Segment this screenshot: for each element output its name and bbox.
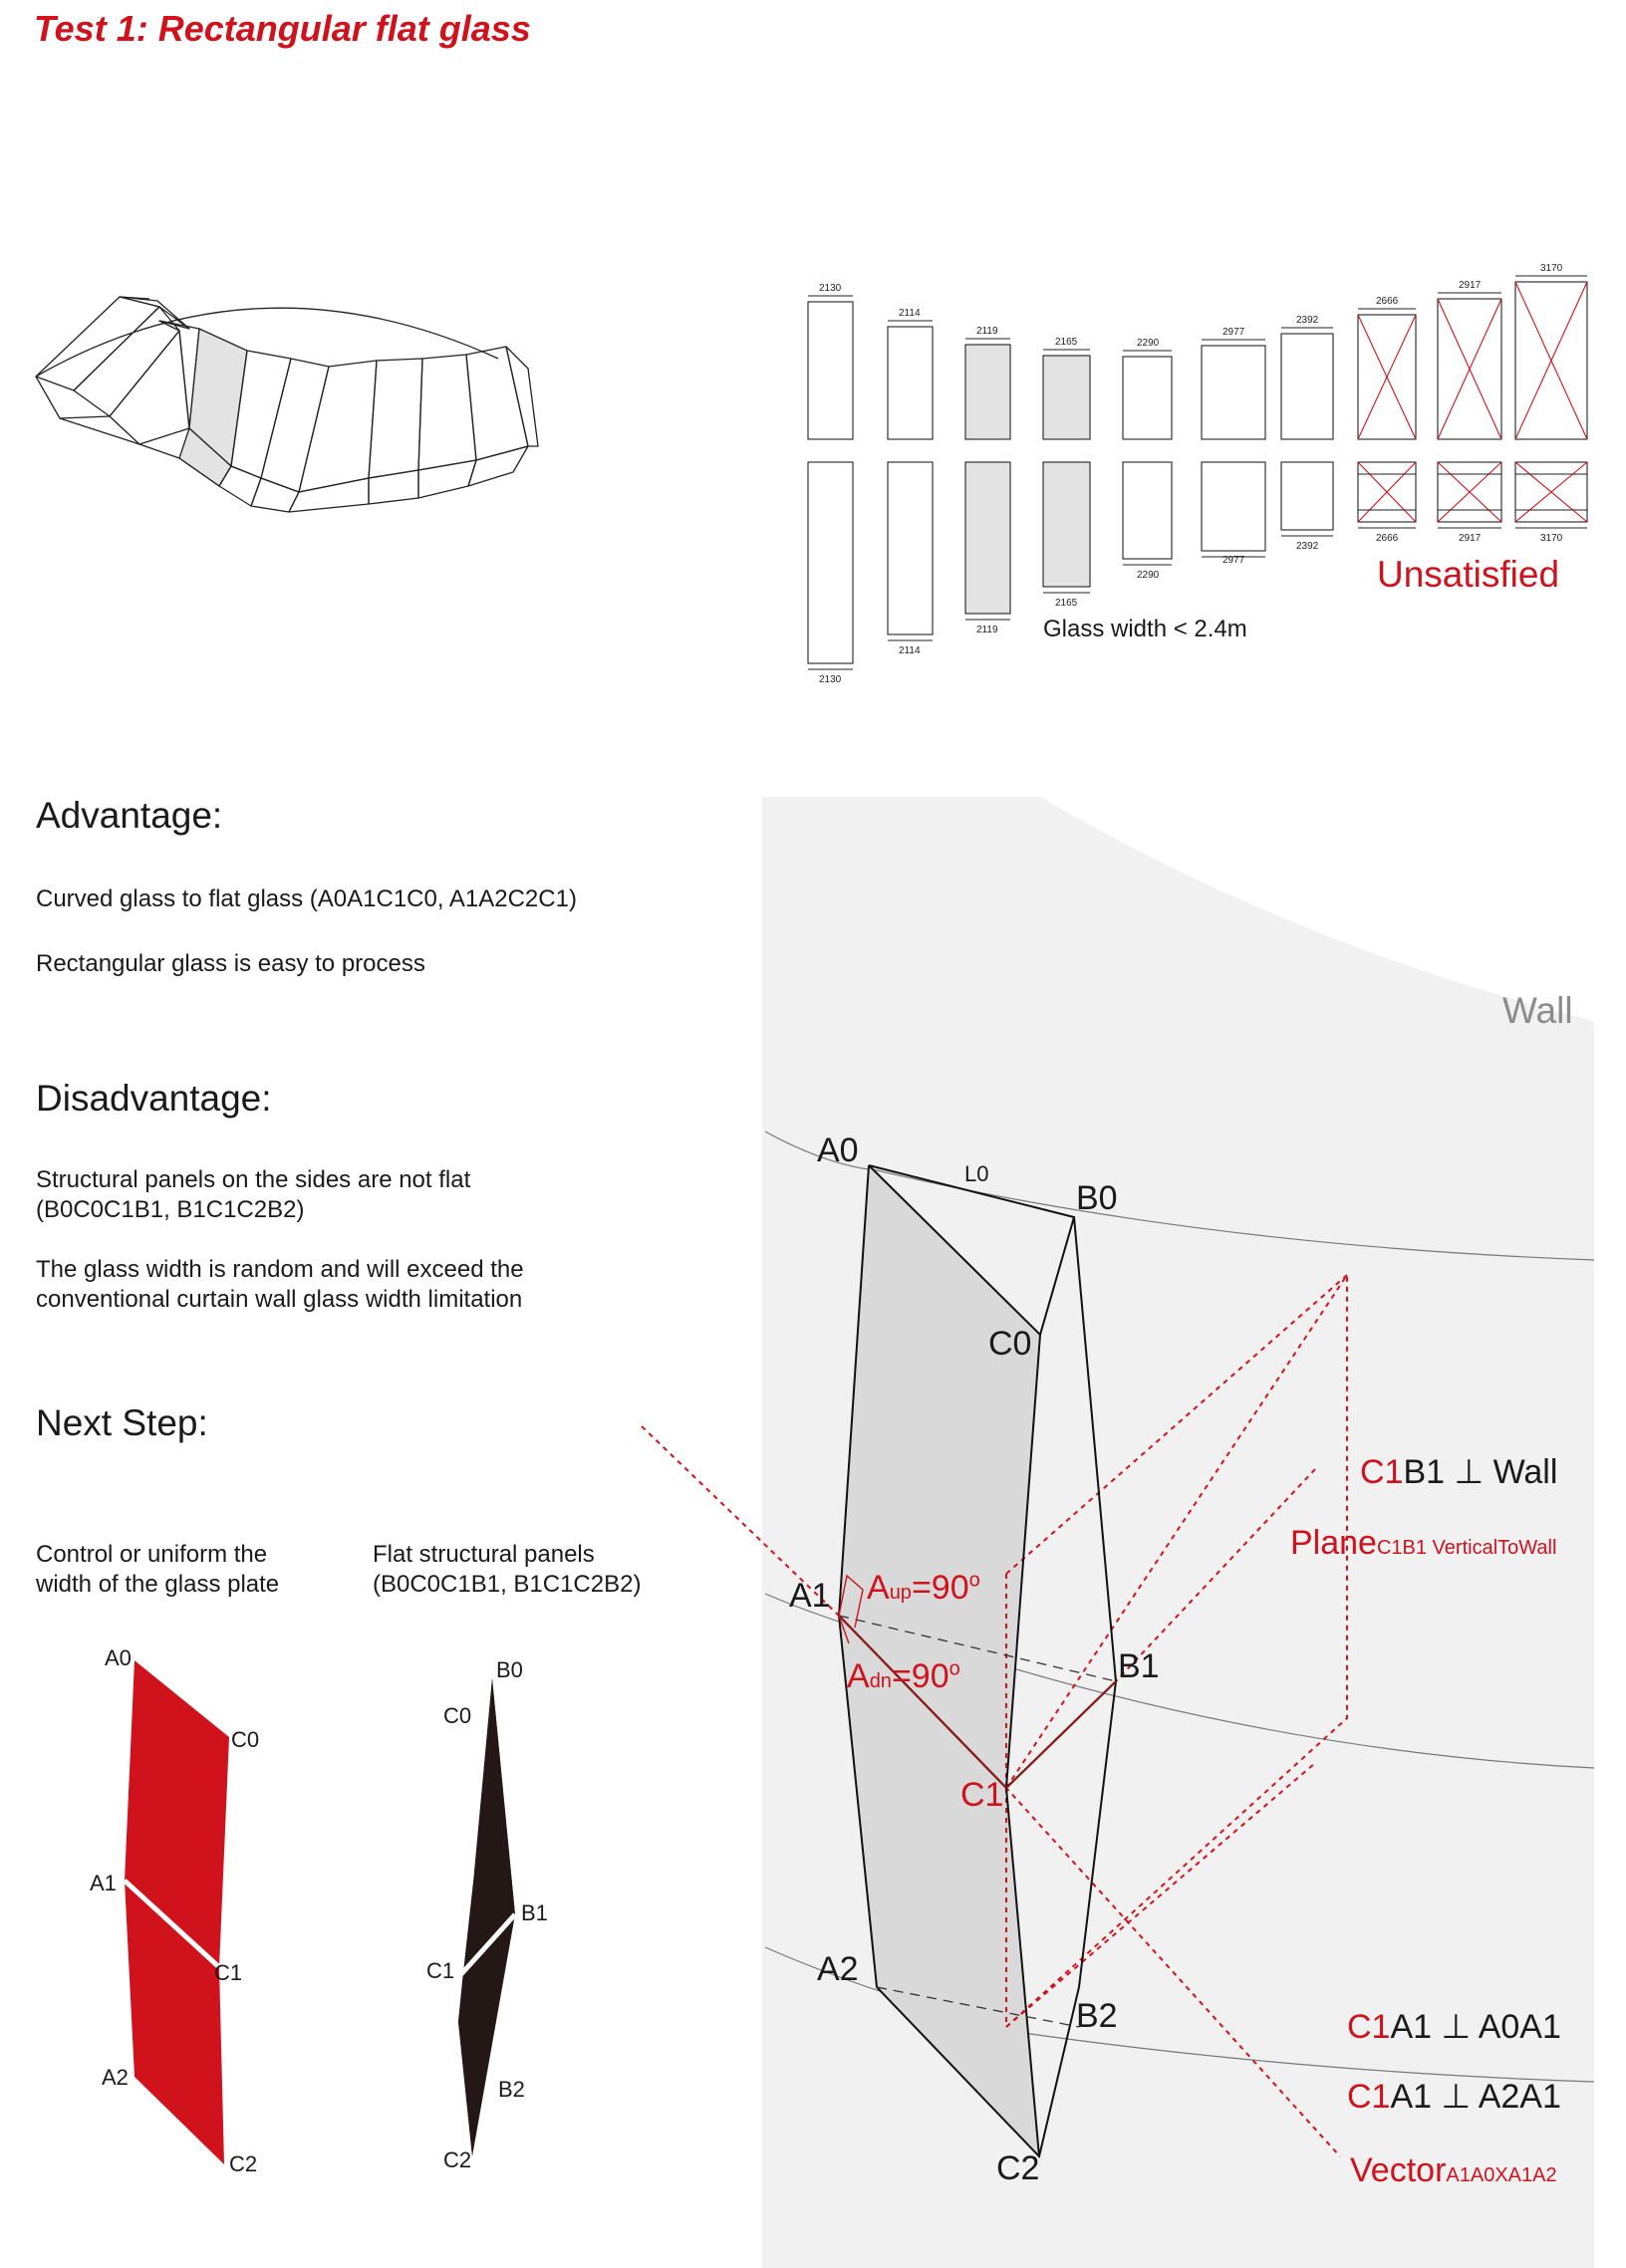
width-note: Glass width < 2.4m [1043,616,1247,642]
plane-statement: PlaneC1B1 VerticalToWall [1290,1524,1557,1562]
disadvantage-line-2b: conventional curtain wall glass width li… [36,1286,523,1313]
label-b0: B0 [1076,1179,1118,1217]
label-b1: B1 [1118,1647,1160,1685]
label-a0: A0 [817,1132,859,1169]
next-step-heading: Next Step: [36,1402,208,1443]
label-c1: C1 [960,1776,1004,1814]
facade-panels [35,296,539,513]
unsatisfied-crosses [1357,281,1588,523]
c1a1-a0a1-statement: C1A1 ⊥ A0A1 [1347,2008,1561,2046]
unsatisfied-label: Unsatisfied [1377,554,1560,595]
next-step-col2-a: Flat structural panels [373,1541,595,1568]
red-glass-shape [123,1660,229,2164]
next-step-col1-a: Control or uniform the [36,1541,268,1568]
angle-up-label: Aup=90o [867,1569,980,1607]
c1b1-statement: C1B1 ⊥ Wall [1360,1453,1558,1491]
label-c2: C2 [996,2149,1040,2187]
label-b2: B2 [1076,1997,1118,2035]
black-panel-shape [458,1678,517,2156]
disadvantage-line-2a: The glass width is random and will excee… [36,1256,524,1283]
vector-statement: VectorA1A0XA1A2 [1350,2151,1557,2189]
label-c0: C0 [988,1325,1032,1363]
label-a2: A2 [817,1950,859,1988]
page-title: Test 1: Rectangular flat glass [34,8,531,49]
label-l0: L0 [964,1161,989,1186]
disadvantage-line-1a: Structural panels on the sides are not f… [36,1166,471,1193]
advantage-line-2: Rectangular glass is easy to process [36,950,425,977]
disadvantage-heading: Disadvantage: [36,1078,272,1119]
next-step-col2-b: (B0C0C1B1, B1C1C2B2) [373,1571,642,1598]
advantage-heading: Advantage: [36,795,223,836]
label-a1: A1 [789,1577,831,1615]
glass-surface [839,1165,1040,2156]
advantage-line-1: Curved glass to flat glass (A0A1C1C0, A1… [36,885,577,912]
c1a1-a2a1-statement: C1A1 ⊥ A2A1 [1347,2078,1561,2116]
next-step-col1-b: width of the glass plate [36,1571,280,1598]
wall-label: Wall [1502,990,1573,1031]
disadvantage-line-1b: (B0C0C1B1, B1C1C2B2) [36,1196,305,1223]
angle-dn-label: Adn=90o [847,1657,960,1695]
